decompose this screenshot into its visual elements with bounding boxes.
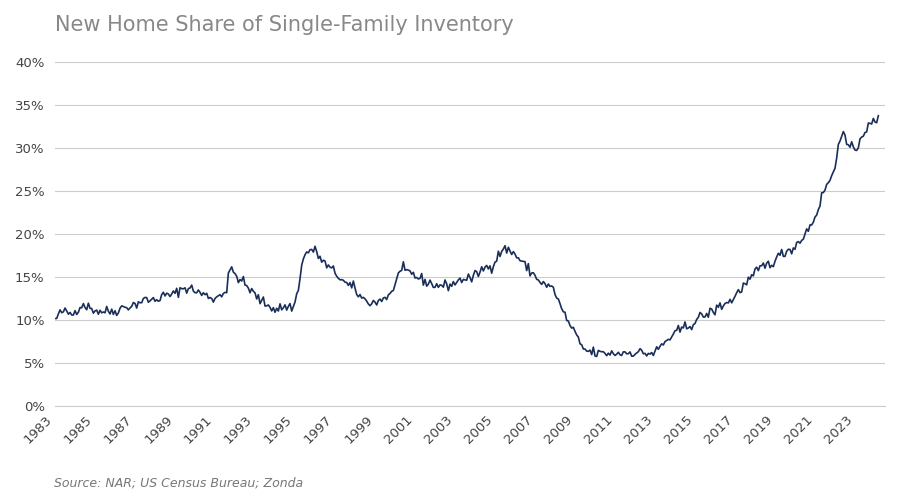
Text: New Home Share of Single-Family Inventory: New Home Share of Single-Family Inventor… [55,15,514,35]
Text: Source: NAR; US Census Bureau; Zonda: Source: NAR; US Census Bureau; Zonda [54,476,303,489]
